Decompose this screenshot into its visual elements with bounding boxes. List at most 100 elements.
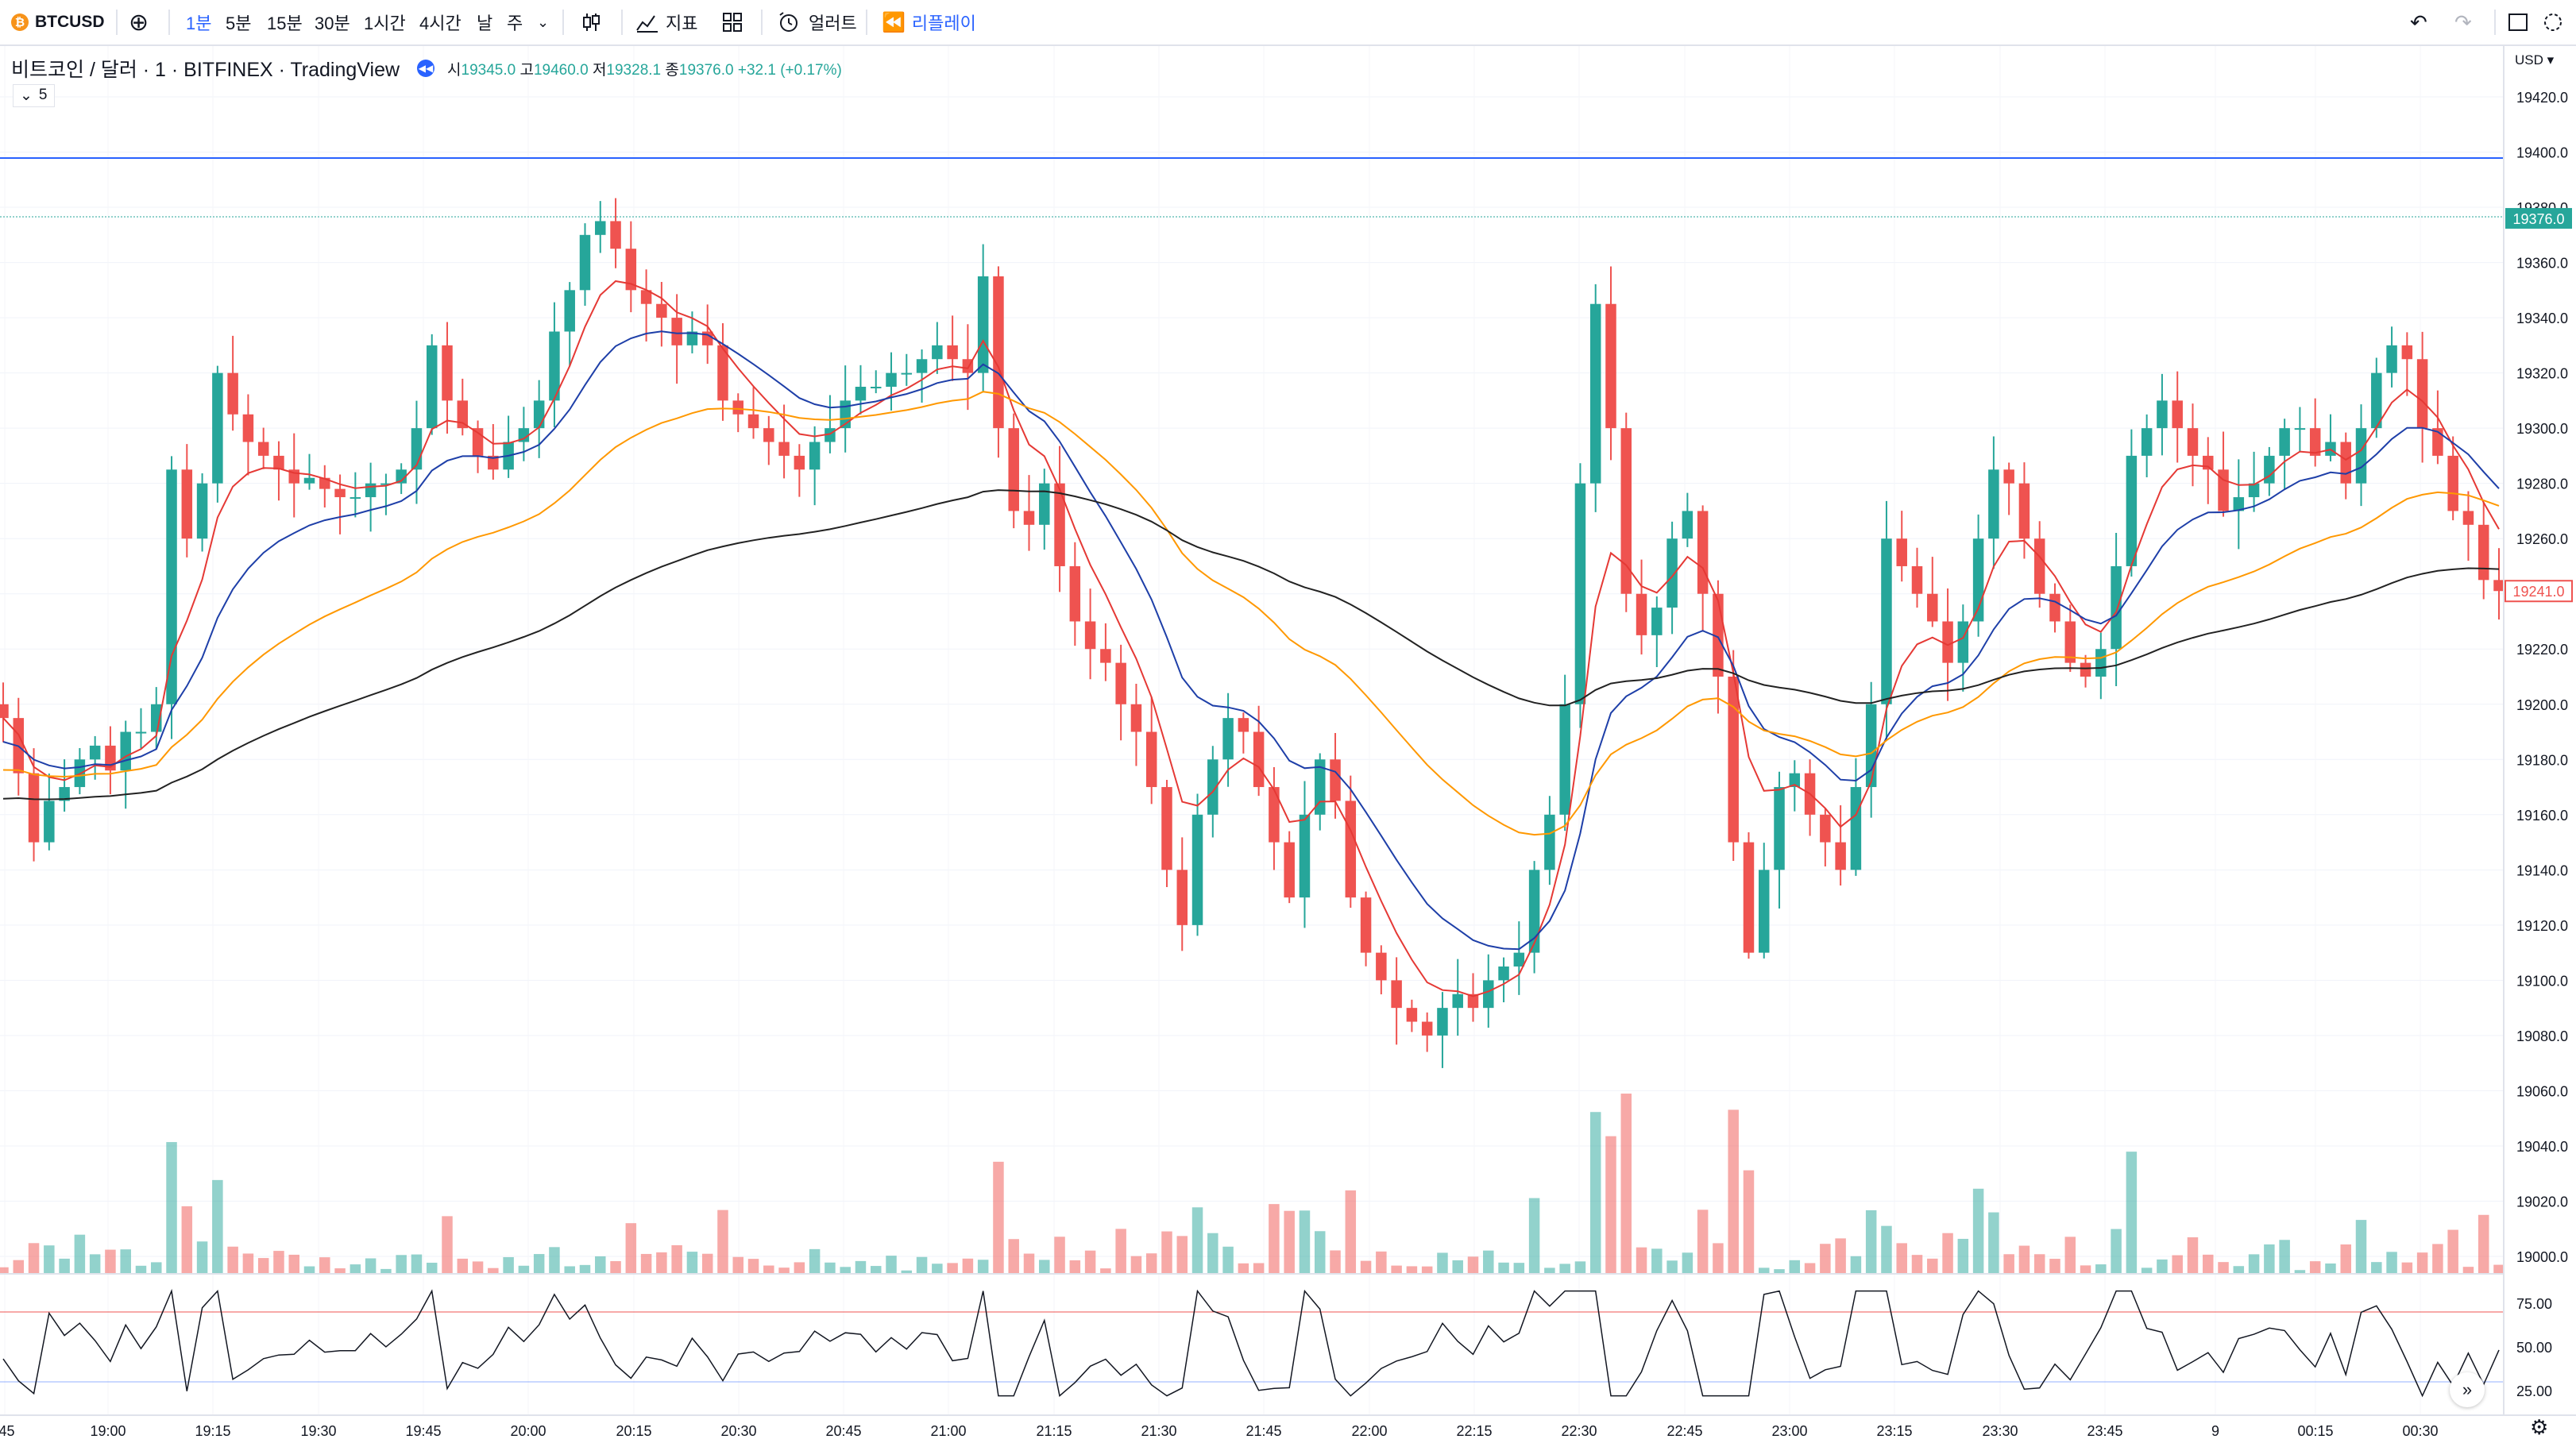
time-tick: 19:00 [90,1423,126,1439]
interval-5m[interactable]: 5분 [226,14,252,33]
volume-bar [1728,1109,1739,1274]
candle-body [1574,483,1586,704]
volume-bar [1360,1260,1372,1274]
volume-bar [656,1252,667,1274]
candle-body [2355,428,2367,484]
replay-button[interactable]: ⏪ 리플레이 [882,8,976,37]
interval-1m[interactable]: 1분 [186,14,212,33]
ema-line [2,330,2500,951]
volume-bar [886,1256,897,1274]
candle-body [671,318,682,345]
candle-body [886,372,897,387]
candle-body [1069,565,1081,622]
indicators-button[interactable]: 지표 [635,8,697,37]
candle-body [212,372,223,484]
candle-body [0,704,9,719]
last-price-label: 19376.0 [2512,211,2564,227]
candle-body [809,442,821,470]
candle-body [2111,565,2122,650]
indicators-icon [636,15,658,33]
candle-body [1054,483,1065,566]
candle-body [916,359,928,373]
gear-icon[interactable]: ⚙ [2530,1415,2549,1439]
interval-15m[interactable]: 15분 [267,14,303,33]
volume-bar [870,1266,882,1274]
undo-icon[interactable]: ↶ [2410,10,2427,34]
candle-body [993,276,1004,429]
volume-bar [488,1267,499,1274]
volume-bar [1452,1260,1463,1274]
candle-body [625,249,637,291]
change-value: +32.1 (+0.17%) [737,61,842,79]
volume-bar [1437,1252,1448,1274]
candle-body [1605,303,1616,429]
price-tick: 19280.0 [2516,476,2568,492]
price-chart[interactable]: 19420.019400.019380.019360.019340.019320… [0,46,2576,1443]
volume-bar [533,1254,545,1274]
symbol-search-button[interactable]: ₿ BTCUSD [11,8,105,37]
candle-body [1544,814,1555,870]
rsi-pane [0,1288,2504,1398]
price-tick: 19320.0 [2516,366,2568,382]
candle-body [610,221,621,249]
volume-bar [105,1249,116,1274]
candle-body [1360,897,1372,953]
candle-body [396,469,407,484]
indicator-legend-toggle[interactable]: ⌄ 5 [13,84,55,107]
volume-bar [2371,1262,2382,1274]
volume-bar [503,1256,514,1274]
candle-body [2340,442,2351,484]
layouts-grid-icon[interactable] [721,8,743,37]
alert-button[interactable]: 얼러트 [777,8,857,37]
rsi-axis: 75.00 50.00 25.00 [2516,1296,2552,1399]
currency-label[interactable]: USD ▾ [2515,52,2555,68]
candle-body [2264,455,2275,484]
candle-body [2478,524,2489,581]
price-tick: 19080.0 [2516,1028,2568,1044]
candle-body [870,387,882,388]
interval-4h[interactable]: 4시간 [419,14,462,33]
volume-bar [1865,1210,1877,1274]
toolbar-divider [168,10,170,35]
scroll-to-realtime-icon[interactable]: » [2450,1372,2485,1407]
volume-bar [89,1254,101,1274]
volume-bar [794,1262,805,1274]
interval-dropdown-icon[interactable]: ⌄ [537,14,550,30]
volume-bar [1330,1250,1341,1274]
volume-bar [1820,1244,1831,1274]
time-tick: 22:30 [1561,1423,1597,1439]
interval-30m[interactable]: 30분 [315,14,350,33]
candle-body [1850,787,1862,870]
interval-1h[interactable]: 1시간 [364,14,406,33]
chart-type-candles-icon[interactable] [580,8,602,37]
interval-day[interactable]: 날 [477,14,493,33]
volume-bar [2157,1259,2168,1274]
snapshot-icon[interactable] [2540,8,2566,37]
price-tick: 19340.0 [2516,311,2568,326]
volume-bar [13,1260,25,1274]
volume-bar [1911,1255,1923,1274]
redo-icon[interactable]: ↷ [2454,10,2472,34]
replay-play-icon[interactable]: ◀◀ [417,60,435,77]
volume-bar [365,1258,377,1274]
interval-week[interactable]: 주 [507,14,523,33]
volume-bar [2294,1270,2306,1274]
candle-body [257,442,269,456]
ohlc-values: 시19345.0 고19460.0 저19328.1 종19376.0 +32.… [447,58,842,79]
price-tick: 19060.0 [2516,1083,2568,1099]
price-tick: 19200.0 [2516,697,2568,713]
candle-body [1222,718,1234,760]
compare-add-icon[interactable]: ⊕ [129,9,149,36]
fullscreen-icon[interactable] [2507,8,2529,37]
volume-bar [2416,1252,2428,1274]
candle-body [365,483,377,498]
time-tick: 00:15 [2297,1423,2333,1439]
open-key: 시 [447,61,462,79]
candle-body [1330,759,1341,801]
volume-bar [840,1267,851,1274]
price-tick: 19220.0 [2516,642,2568,658]
volume-bar [135,1265,147,1274]
volume-bar [686,1252,698,1274]
candle-body [2218,469,2229,511]
chart-title[interactable]: 비트코인 / 달러 · 1 · BITFINEX · TradingView [11,59,400,81]
